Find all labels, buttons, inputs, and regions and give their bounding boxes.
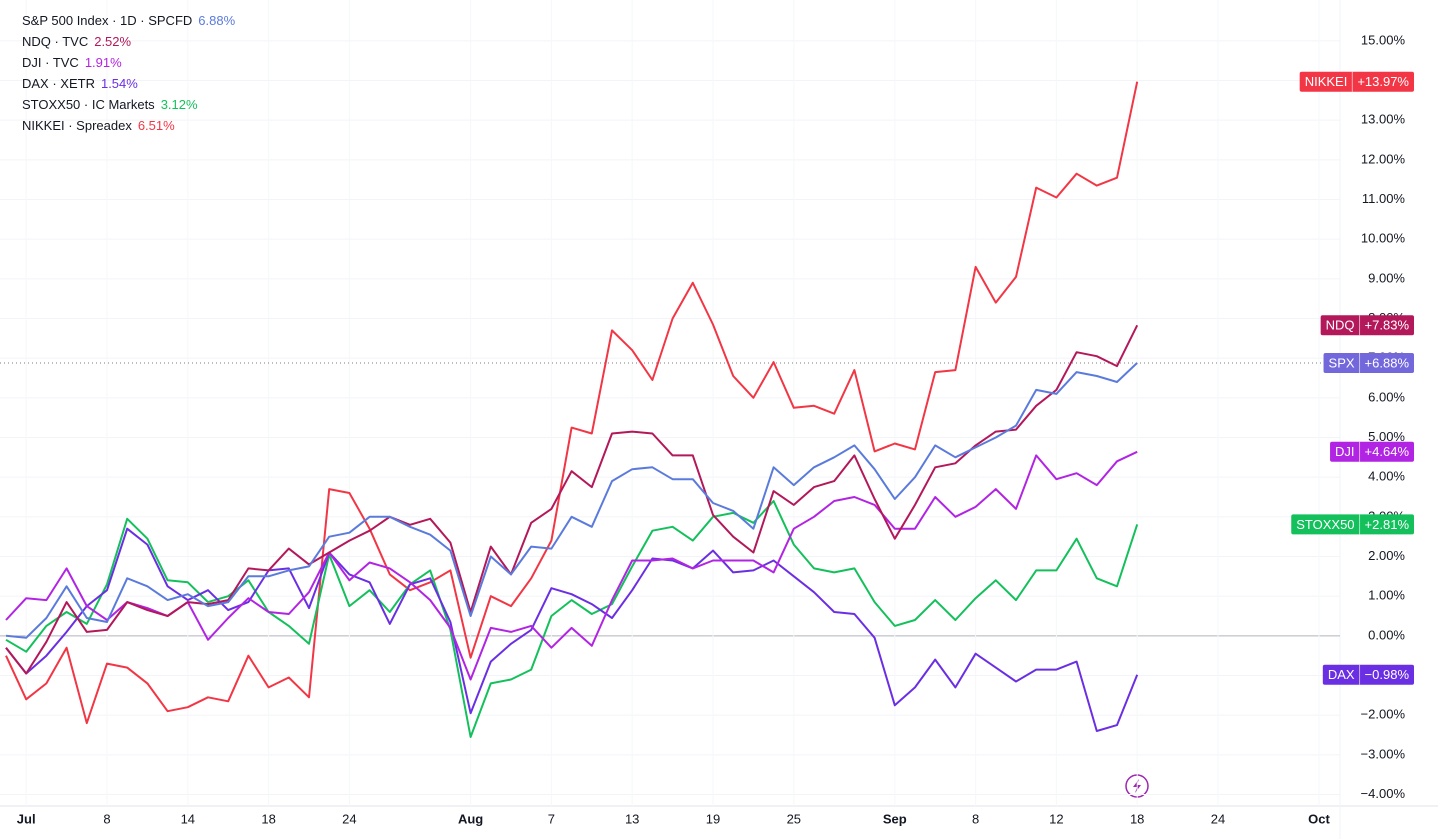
y-tick-label: 11.00%	[1362, 191, 1406, 206]
badge-box	[1320, 315, 1414, 336]
legend-name: DAX · XETR	[22, 76, 95, 91]
badge-name: STOXX50	[1296, 517, 1354, 532]
y-tick-label: −4.00%	[1361, 786, 1406, 801]
x-tick-label: Oct	[1308, 811, 1330, 826]
y-tick-label: 12.00%	[1361, 151, 1406, 166]
series-line	[5, 362, 1138, 639]
x-tick-label: Sep	[883, 811, 907, 826]
legend-item[interactable]: S&P 500 Index · 1D · SPCFD 6.88%	[22, 10, 235, 31]
x-tick-label: 8	[972, 811, 979, 826]
badge-value: +6.88%	[1365, 355, 1410, 370]
price-badge: STOXX50 +2.81%	[1291, 514, 1414, 535]
x-tick-label: 13	[625, 811, 639, 826]
x-tick-label: 18	[1130, 811, 1144, 826]
price-badge: NIKKEI +13.97%	[1299, 71, 1414, 92]
x-tick-label: 19	[706, 811, 720, 826]
y-tick-label: 4.00%	[1368, 469, 1405, 484]
y-tick-label: 5.00%	[1368, 429, 1405, 444]
legend-value: 6.88%	[198, 13, 236, 28]
y-tick-label: 9.00%	[1368, 270, 1405, 285]
y-tick-label: 6.00%	[1368, 389, 1405, 404]
badge-box	[1323, 352, 1414, 373]
legend-value: 2.52%	[94, 34, 132, 49]
x-tick-label: 24	[1211, 811, 1225, 826]
badge-name: DAX	[1328, 667, 1355, 682]
badge-box	[1322, 664, 1414, 685]
legend: S&P 500 Index · 1D · SPCFD 6.88% NDQ · TVC…	[22, 10, 235, 136]
x-tick-label: Jul	[17, 811, 36, 826]
x-tick-label: 25	[787, 811, 801, 826]
series-line	[5, 324, 1139, 675]
legend-item[interactable]: NIKKEI · Spreadex 6.51%	[22, 115, 235, 136]
legend-value: 6.51%	[137, 118, 175, 133]
x-tick-label: 24	[342, 811, 356, 826]
y-tick-label: −2.00%	[1361, 707, 1406, 722]
legend-item[interactable]: NDQ · TVC 2.52%	[22, 31, 235, 52]
lines	[5, 81, 1139, 738]
legend-item[interactable]: STOXX50 · IC Markets 3.12%	[22, 94, 235, 115]
badge-name: DJI	[1335, 444, 1355, 459]
x-tick-label: 8	[103, 811, 110, 826]
grid	[0, 40, 1340, 795]
legend-item[interactable]: DAX · XETR 1.54%	[22, 73, 235, 94]
badge-box	[1299, 71, 1414, 92]
badge-name: NIKKEI	[1305, 74, 1348, 89]
price-badge: DAX −0.98%	[1322, 664, 1414, 685]
badge-name: NDQ	[1326, 318, 1355, 333]
badge-value: +4.64%	[1365, 444, 1410, 459]
series-line	[5, 500, 1139, 738]
badges: SPX +6.88% NDQ +7.83% DJI +4.64% DAX −0.98% STOX…	[1291, 71, 1414, 685]
badge-box	[1291, 514, 1414, 535]
legend-name: NDQ · TVC	[22, 34, 89, 49]
badge-box	[1330, 441, 1414, 462]
legend-name: NIKKEI · Spreadex	[22, 118, 132, 133]
y-tick-label: 2.00%	[1368, 548, 1405, 563]
price-badge: NDQ +7.83%	[1320, 315, 1414, 336]
x-tick-label: 12	[1049, 811, 1063, 826]
y-tick-label: 15.00%	[1361, 32, 1406, 47]
badge-name: SPX	[1329, 355, 1355, 370]
y-tick-label: 1.00%	[1368, 588, 1405, 603]
price-badge: DJI +4.64%	[1330, 441, 1414, 462]
y-axis: 15.00%14.00%13.00%12.00%11.00%10.00%9.00…	[17, 32, 1406, 826]
legend-name: STOXX50 · IC Markets	[22, 97, 155, 112]
badge-value: −0.98%	[1365, 667, 1410, 682]
y-tick-label: 10.00%	[1361, 231, 1406, 246]
legend-name: DJI · TVC	[22, 55, 79, 70]
series-line	[5, 527, 1139, 732]
x-tick-label: 18	[261, 811, 275, 826]
legend-name: S&P 500 Index · 1D · SPCFD	[22, 13, 193, 28]
legend-item[interactable]: DJI · TVC 1.91%	[22, 52, 235, 73]
badge-value: +2.81%	[1365, 517, 1410, 532]
legend-value: 1.54%	[100, 76, 138, 91]
legend-value: 3.12%	[160, 97, 198, 112]
price-badge: SPX +6.88%	[1323, 352, 1414, 373]
legend-value: 1.91%	[84, 55, 122, 70]
badge-value: +7.83%	[1365, 318, 1410, 333]
series-line	[5, 450, 1138, 681]
badge-value: +13.97%	[1357, 74, 1409, 89]
series-line	[5, 81, 1139, 725]
x-tick-label: 14	[181, 811, 195, 826]
y-tick-label: 0.00%	[1368, 627, 1405, 642]
x-tick-label: Aug	[458, 811, 483, 826]
x-tick-label: 7	[548, 811, 555, 826]
y-tick-label: 13.00%	[1361, 112, 1406, 127]
y-tick-label: −3.00%	[1361, 746, 1406, 761]
